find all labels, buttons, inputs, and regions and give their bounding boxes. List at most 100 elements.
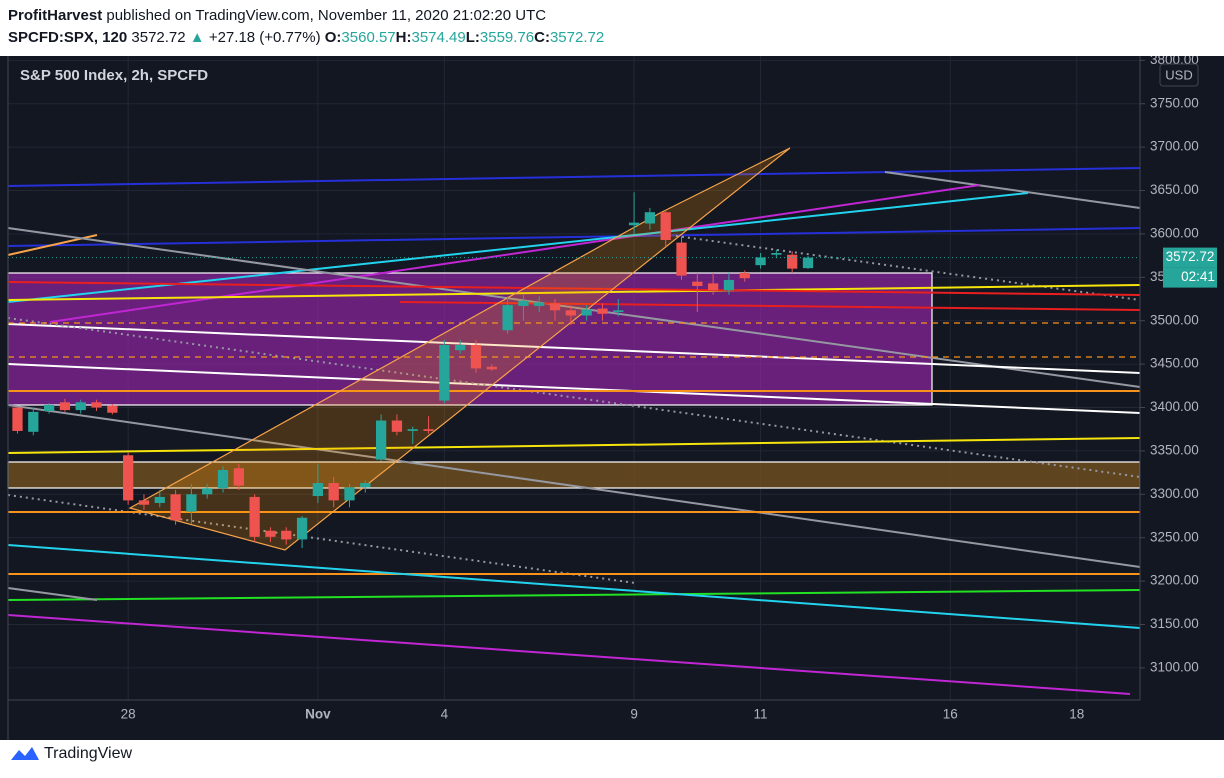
change: +27.18 (+0.77%) (208, 29, 321, 46)
y-tick-label: 3750.00 (1150, 95, 1199, 110)
y-tick-label: 3700.00 (1150, 139, 1199, 154)
candle-body (344, 487, 355, 501)
ohlc-label: L: (465, 29, 480, 46)
trend-line (7, 404, 1141, 568)
countdown-label: 02:41 (1181, 269, 1215, 284)
candle-body (486, 366, 497, 370)
symbol-line: SPCFD:SPX, 120 3572.72 ▲ +27.18 (+0.77%)… (8, 29, 604, 46)
ohlc-value: 3560.57 (341, 29, 396, 46)
candle-body (75, 402, 86, 411)
countdown-box (1163, 267, 1217, 288)
chart: 3100.00 3150.00 3200.00 3250.00 3300.00 3350.… (0, 56, 1224, 740)
y-tick-label: 3600.00 (1150, 225, 1199, 240)
candle-body (628, 222, 640, 226)
x-tick-label: 9 (630, 707, 638, 722)
price-axis (1140, 56, 1224, 740)
last-price-box (1163, 247, 1217, 268)
trend-line (7, 323, 1141, 374)
trend-line (7, 589, 1141, 601)
candle-body (312, 483, 324, 497)
candle-body (59, 402, 71, 411)
candle-body (281, 530, 292, 540)
chart-title: S&P 500 Index, 2h, SPCFD (20, 67, 208, 84)
trend-line (675, 235, 1141, 301)
publish-line: ProfitHarvest published on TradingView.c… (8, 7, 546, 24)
candle-body (91, 402, 102, 408)
trend-line (7, 614, 1131, 695)
brown-zone (7, 461, 1141, 489)
candle-body (518, 300, 529, 306)
arrow: ▲ (189, 29, 205, 46)
candle-body (123, 455, 134, 501)
candle-body (202, 488, 213, 495)
candle-body (644, 212, 656, 224)
candle-body (233, 468, 244, 486)
candle-body (375, 420, 387, 460)
trend-line (884, 171, 1141, 209)
ohlc-label: C: (534, 29, 550, 46)
footer: TradingView (10, 744, 132, 764)
x-tick-label: 4 (441, 707, 449, 722)
ohlc-label: O: (324, 29, 342, 46)
candle-body (107, 405, 118, 413)
ohlc-value: 3574.49 (411, 29, 466, 46)
x-tick-label: Nov (305, 707, 331, 722)
candle-body (660, 212, 671, 240)
axes: 3100.00 3150.00 3200.00 3250.00 3300.00 3350.… (121, 56, 1217, 722)
candle-body (787, 254, 798, 269)
candle-body (676, 242, 687, 276)
candle-body (723, 279, 735, 291)
trend-line (7, 284, 1141, 301)
candle-body (249, 496, 260, 537)
candle-body (565, 310, 576, 316)
candle-body (360, 483, 371, 488)
candle-body (391, 420, 403, 432)
candle-body (597, 308, 608, 314)
candle-body (771, 253, 782, 255)
candle-body (581, 309, 592, 316)
published-text: published on TradingView.com, November 1… (106, 7, 547, 24)
x-tick-label: 18 (1069, 707, 1084, 722)
candle-body (707, 283, 719, 291)
candle-body (138, 500, 150, 505)
candle-body (549, 303, 561, 311)
y-tick-label: 3500.00 (1150, 312, 1199, 327)
logo (11, 747, 39, 760)
y-tick-label: 3200.00 (1150, 573, 1199, 588)
candle-body (328, 483, 339, 501)
y-tick-label: 3350.00 (1150, 442, 1199, 457)
last-price-label: 3572.72 (1166, 249, 1215, 264)
x-tick-label: 11 (754, 707, 768, 722)
candle-body (613, 310, 624, 313)
trend-line (7, 437, 1141, 454)
candle-body (170, 494, 181, 521)
ohlc-value: 3559.76 (479, 29, 535, 46)
price: 3572.72 (131, 29, 186, 46)
ohlc-label: H: (395, 29, 412, 46)
publisher: ProfitHarvest (8, 7, 103, 24)
y-tick-label: 3800.00 (1150, 56, 1199, 67)
candle-body (755, 257, 766, 266)
y-tick-label: 3150.00 (1150, 616, 1199, 631)
candle-body (154, 496, 165, 503)
candle-body (407, 429, 418, 431)
candle-body (423, 429, 434, 431)
candle-body (186, 494, 197, 512)
candle-body (739, 272, 750, 279)
y-tick-label: 3300.00 (1150, 486, 1199, 501)
candle-body (28, 411, 39, 432)
y-tick-label: 3400.00 (1150, 399, 1199, 414)
currency: USD (1165, 67, 1192, 82)
trend-line (7, 227, 1141, 388)
trend-line (7, 587, 98, 601)
y-tick-label: 3100.00 (1150, 659, 1199, 674)
x-tick-label: 16 (943, 707, 958, 722)
trend-line (7, 317, 1141, 478)
y-tick-label: 3650.00 (1150, 182, 1199, 197)
candle-body (802, 257, 814, 269)
currency-badge (1159, 63, 1199, 87)
candle-body (692, 281, 703, 286)
brand: TradingView (44, 745, 133, 762)
trend-line (7, 544, 1141, 629)
